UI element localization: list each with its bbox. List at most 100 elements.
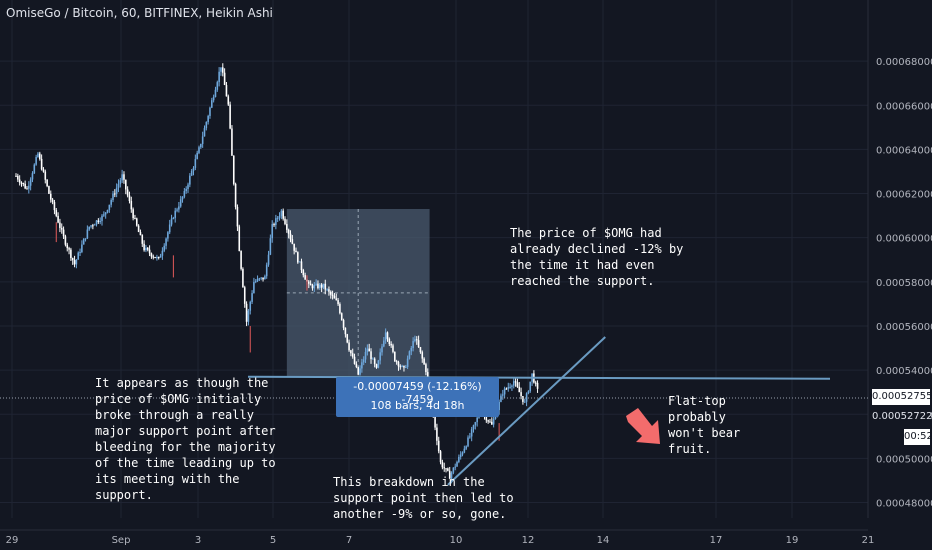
candle-body	[201, 136, 204, 144]
candle-body	[251, 293, 253, 302]
candle-body	[134, 218, 136, 220]
candle-body	[291, 239, 294, 244]
candle-body	[79, 252, 81, 254]
candle-body	[368, 348, 370, 352]
annotation-breakdown: This breakdown in the support point then…	[333, 475, 514, 521]
candle-body	[494, 416, 497, 420]
last-price-tag: 0.00052755	[872, 389, 932, 405]
candle-body	[75, 259, 78, 265]
candle-body	[183, 190, 186, 197]
candle-body	[536, 382, 539, 389]
candle-body	[487, 420, 489, 422]
candle-body	[130, 200, 133, 210]
candle-body	[373, 358, 376, 365]
candle-body	[137, 225, 140, 233]
candle-body	[110, 200, 112, 205]
x-tick-label: 19	[786, 535, 799, 546]
candle-body	[264, 276, 266, 280]
candle-body	[46, 179, 48, 187]
candle-body	[62, 229, 65, 237]
x-tick-label: 3	[195, 535, 201, 546]
y-tick-label: 0.00062000	[876, 190, 932, 201]
candle-body	[117, 184, 120, 188]
annotation-breakthrough: It appears as though the price of $OMG i…	[95, 376, 276, 502]
x-tick-label: 21	[862, 535, 875, 546]
candle-body	[82, 238, 85, 245]
candle-body	[126, 189, 129, 196]
candle-body	[346, 334, 349, 343]
x-tick-label: Sep	[112, 535, 131, 546]
candle-body	[328, 289, 330, 292]
candle-body	[20, 182, 23, 184]
candle-body	[152, 256, 155, 258]
candle-body	[342, 320, 345, 328]
y-tick-label: 0.00066000	[876, 101, 932, 112]
candle-body	[55, 210, 58, 216]
candle-body	[280, 210, 283, 217]
candle-body	[501, 394, 504, 396]
candle-body	[203, 128, 206, 137]
candle-body	[383, 340, 385, 347]
candle-body	[320, 284, 323, 288]
candle-body	[470, 429, 473, 437]
candle-body	[42, 169, 45, 172]
candle-body	[287, 229, 290, 234]
candle-body	[353, 356, 356, 364]
candle-body	[145, 247, 147, 251]
candle-body	[282, 210, 284, 219]
candle-body	[275, 218, 277, 226]
candle-body	[326, 289, 328, 291]
candle-body	[189, 175, 191, 185]
candle-body	[33, 164, 36, 174]
candle-body	[359, 368, 361, 375]
candle-body	[66, 244, 69, 249]
candle-body	[417, 340, 420, 348]
candle-body	[348, 342, 350, 351]
y-tick-label: 0.00058000	[876, 278, 932, 289]
candle-body	[93, 224, 96, 226]
candle-body	[476, 417, 478, 423]
candle-body	[243, 287, 246, 304]
candle-body	[48, 186, 50, 194]
support-line	[247, 375, 831, 380]
candle-body	[414, 339, 416, 342]
candle-body	[384, 332, 387, 341]
candle-body	[71, 258, 74, 261]
candle-body	[423, 358, 425, 365]
candle-body	[469, 436, 471, 438]
candle-body	[212, 96, 215, 101]
candle-body	[262, 277, 264, 280]
candle-body	[426, 372, 429, 381]
candle-body	[238, 226, 241, 251]
candle-body	[101, 215, 103, 222]
candle-body	[313, 284, 316, 289]
y-tick-label: 0.00056000	[876, 322, 932, 333]
candle-body	[135, 218, 138, 226]
candle-body	[207, 115, 209, 123]
candle-body	[231, 128, 233, 156]
candle-body	[26, 188, 28, 190]
y-tick-label: 0.00068000	[876, 57, 932, 68]
candle-body	[527, 391, 530, 394]
candle-body	[181, 196, 184, 200]
candle-body	[322, 283, 325, 288]
candle-body	[293, 243, 295, 251]
candle-body	[503, 388, 506, 395]
candle-body	[86, 229, 89, 239]
candle-body	[267, 254, 270, 265]
candle-body	[196, 152, 198, 160]
candle-body	[22, 182, 25, 184]
candle-body	[377, 360, 380, 368]
candle-body	[143, 243, 145, 251]
candle-body	[454, 466, 456, 468]
candle-body	[88, 226, 90, 230]
candle-body	[509, 386, 511, 388]
candle-body	[132, 209, 134, 219]
candle-body	[271, 224, 273, 239]
candle-body	[59, 222, 61, 228]
candle-body	[439, 451, 442, 463]
candle-body	[99, 221, 101, 223]
candle-body	[40, 158, 43, 170]
